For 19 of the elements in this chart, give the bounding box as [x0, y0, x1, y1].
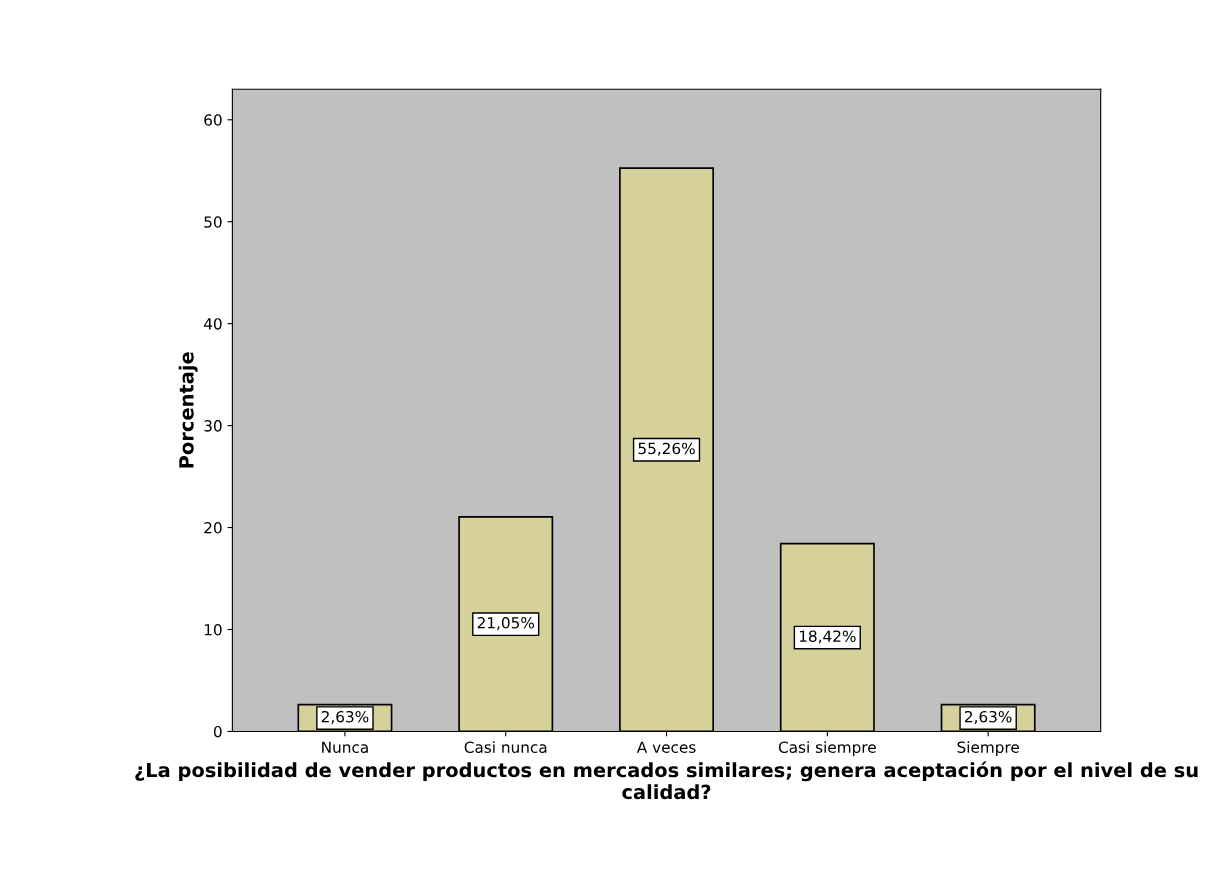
x-tick-label: Casi siempre: [778, 741, 876, 756]
y-tick-label: 20: [204, 522, 222, 534]
y-tick-label: 30: [204, 420, 222, 432]
data-label: 2,63%: [321, 710, 369, 725]
y-axis-title: Porcentaje: [178, 352, 198, 468]
y-tick-label: 0: [213, 725, 222, 738]
y-tick-label: 10: [204, 623, 222, 636]
y-tick-label: 50: [204, 216, 222, 228]
data-label: 2,63%: [964, 710, 1012, 725]
y-tick-label: 60: [204, 114, 222, 126]
x-tick-label: Siempre: [957, 741, 1019, 756]
data-label: 18,42%: [799, 630, 856, 644]
data-label: 55,26%: [638, 442, 695, 456]
x-axis-title: ¿La posibilidad de vender productos en mercados similares; genera aceptación por el nivel de su calidad?: [135, 761, 1198, 800]
x-tick-label: Casi nunca: [464, 741, 547, 753]
x-tick-label: Nunca: [322, 741, 368, 753]
data-label: 21,05%: [477, 617, 535, 631]
y-tick-label: 40: [203, 318, 222, 330]
x-tick-label: A veces: [636, 741, 696, 753]
